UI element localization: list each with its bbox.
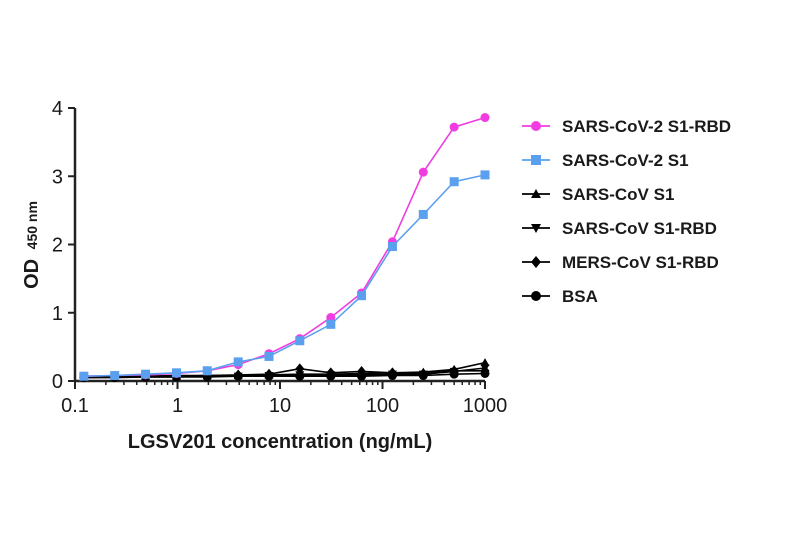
data-point [480, 368, 490, 378]
legend-item: SARS-CoV-2 S1-RBD [522, 117, 731, 136]
series-line [83, 372, 486, 379]
data-point [202, 366, 212, 376]
legend-item: SARS-CoV S1-RBD [522, 219, 717, 238]
series-line [83, 174, 486, 377]
data-point [531, 224, 541, 233]
x-tick-label: 0.1 [61, 395, 89, 417]
data-point [387, 242, 397, 252]
data-point [480, 113, 490, 123]
y-axis-title-main: OD [21, 259, 43, 289]
y-tick-label: 4 [52, 98, 63, 120]
y-tick-label: 0 [52, 371, 63, 393]
legend-label: SARS-CoV-2 S1-RBD [562, 117, 731, 136]
data-point [387, 371, 397, 381]
data-point [326, 319, 336, 329]
series-layer [79, 113, 490, 383]
legend-item: MERS-CoV S1-RBD [522, 253, 719, 272]
data-point [141, 369, 151, 379]
data-point [449, 177, 459, 187]
data-point [531, 291, 541, 301]
data-point [264, 371, 274, 381]
series-sars-cov-2-s1-rbd [79, 113, 490, 381]
data-point [79, 371, 89, 381]
legend-label: SARS-CoV S1-RBD [562, 219, 717, 238]
data-point [531, 256, 541, 268]
legend-label: SARS-CoV-2 S1 [562, 151, 689, 170]
legend-label: BSA [562, 287, 598, 306]
legend-label: SARS-CoV S1 [562, 185, 674, 204]
y-axis-title-subscript: 450 nm [24, 201, 40, 249]
x-tick-label: 10 [269, 395, 291, 417]
data-point [326, 371, 336, 381]
series-line [83, 367, 485, 378]
data-point [171, 368, 181, 378]
legend-item: SARS-CoV S1 [522, 185, 674, 204]
svg-text:OD 450 nm: OD 450 nm [21, 201, 43, 289]
data-point [480, 358, 490, 367]
data-point [357, 291, 367, 301]
data-point [110, 371, 120, 381]
data-point [295, 371, 305, 381]
data-point [418, 371, 428, 381]
x-tick-label: 1 [172, 395, 183, 417]
legend-label: MERS-CoV S1-RBD [562, 253, 719, 272]
data-point [531, 189, 541, 198]
series-sars-cov-2-s1 [79, 170, 490, 381]
data-point [531, 155, 541, 165]
x-tick-label: 100 [366, 395, 399, 417]
data-point [264, 351, 274, 361]
legend-item: SARS-CoV-2 S1 [522, 151, 689, 170]
data-point [531, 121, 541, 131]
x-axis-title: LGSV201 concentration (ng/mL) [128, 431, 432, 453]
data-point [233, 371, 243, 381]
y-tick-label: 1 [52, 303, 63, 325]
legend-item: BSA [522, 287, 598, 306]
data-point [357, 371, 367, 381]
x-tick-label: 1000 [463, 395, 508, 417]
data-point [418, 167, 428, 177]
series-mers-cov-s1-rbd [79, 363, 490, 383]
data-point [480, 170, 490, 180]
y-tick-label: 2 [52, 235, 63, 257]
legend: SARS-CoV-2 S1-RBD SARS-CoV-2 S1 SARS-CoV S… [522, 117, 731, 306]
axes: 0 1 2 3 4 0.1 1 10 100 1000 [52, 98, 507, 417]
y-tick-label: 3 [52, 166, 63, 188]
data-point [295, 363, 305, 375]
series-line [83, 116, 486, 377]
data-point [418, 209, 428, 219]
y-axis-title: OD 450 nm [21, 201, 43, 289]
data-point [449, 369, 459, 379]
data-point [326, 313, 336, 323]
data-point [449, 122, 459, 132]
data-point [357, 366, 367, 377]
data-point [295, 336, 305, 346]
data-point [233, 357, 243, 367]
